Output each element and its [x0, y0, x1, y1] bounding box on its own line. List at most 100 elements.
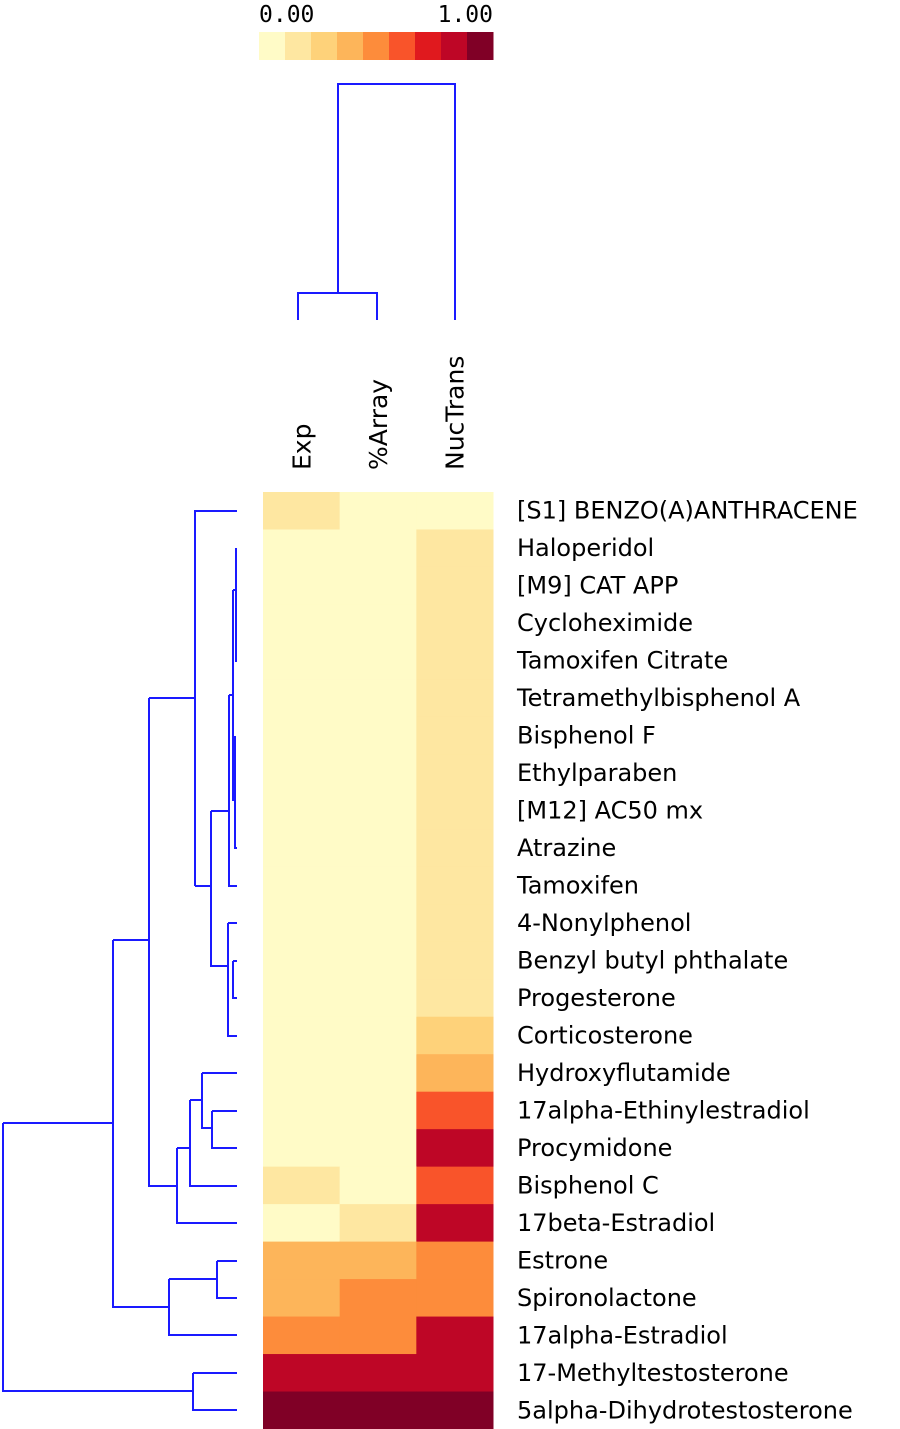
- heatmap-cell: [339, 1129, 417, 1168]
- heatmap-cell: [339, 1354, 417, 1393]
- scale-swatch: [441, 32, 468, 60]
- row-dendro-link: [232, 961, 237, 999]
- scale-swatch: [285, 32, 312, 60]
- color-scale-bar: [259, 32, 494, 60]
- heatmap-cell: [339, 754, 417, 793]
- heatmap-cell: [416, 754, 494, 793]
- col-dendro-link-exp-array: [297, 292, 378, 320]
- heatmap-grid: [263, 492, 494, 1429]
- heatmap-cell: [263, 1166, 341, 1205]
- heatmap-cell: [339, 904, 417, 943]
- row-dendro-link: [216, 1261, 237, 1299]
- row-dendro-link: [192, 1373, 237, 1411]
- scale-max-label: 1.00: [438, 2, 493, 28]
- scale-swatch: [311, 32, 338, 60]
- heatmap-cell: [339, 866, 417, 905]
- row-labels: [S1] BENZO(A)ANTHRACENE Haloperidol [M9] C…: [516, 497, 858, 1425]
- row-label: Atrazine: [517, 834, 616, 862]
- heatmap-cell: [339, 829, 417, 868]
- row-dendro-link: [235, 548, 237, 662]
- heatmap-cell: [416, 829, 494, 868]
- column-label: %Array: [364, 379, 393, 470]
- column-labels: Exp %Array NucTrans: [287, 356, 469, 470]
- scale-swatch: [363, 32, 390, 60]
- heatmap-cell: [416, 1166, 494, 1205]
- row-label: 4-Nonylphenol: [517, 909, 691, 937]
- row-dendro-link: [2, 1123, 193, 1392]
- row-label: 5alpha-Dihydrotestosterone: [517, 1396, 853, 1424]
- heatmap-cell: [416, 904, 494, 943]
- heatmap-cell: [339, 641, 417, 680]
- scale-swatch: [389, 32, 416, 60]
- heatmap-cell: [416, 791, 494, 830]
- row-label: Estrone: [517, 1246, 608, 1274]
- heatmap-cell: [339, 1166, 417, 1205]
- row-label: 17-Methyltestosterone: [517, 1359, 789, 1387]
- heatmap-cell: [339, 492, 417, 530]
- heatmap-cell: [416, 529, 494, 568]
- scale-min-label: 0.00: [259, 2, 314, 28]
- column-label: Exp: [287, 424, 316, 470]
- column-dendrogram: [297, 83, 456, 320]
- heatmap-cell: [339, 566, 417, 605]
- heatmap-cell: [263, 716, 341, 755]
- heatmap-cell: [339, 716, 417, 755]
- heatmap-cell: [263, 829, 341, 868]
- heatmap-cell: [339, 1091, 417, 1130]
- heatmap-cell: [263, 941, 341, 980]
- color-scale-legend: 0.00 1.00: [259, 2, 494, 60]
- heatmap-cell: [416, 1354, 494, 1393]
- heatmap-cell: [263, 754, 341, 793]
- row-label: Tamoxifen: [516, 872, 639, 900]
- heatmap-cell: [416, 1279, 494, 1318]
- heatmap-cell: [339, 941, 417, 980]
- heatmap-cell: [416, 716, 494, 755]
- row-dendro-link: [227, 923, 237, 1037]
- heatmap-cell: [263, 1354, 341, 1393]
- row-label: Ethylparaben: [517, 759, 677, 787]
- heatmap-cell: [263, 1016, 341, 1055]
- heatmap-cell: [263, 1091, 341, 1130]
- heatmap-cell: [339, 1316, 417, 1355]
- heatmap-cell: [416, 1054, 494, 1093]
- heatmap-cell: [339, 791, 417, 830]
- heatmap-cell: [416, 492, 494, 530]
- heatmap-cell: [339, 604, 417, 643]
- row-label: 17alpha-Estradiol: [517, 1321, 728, 1349]
- heatmap-cell: [339, 1204, 417, 1243]
- row-label: [M9] CAT APP: [517, 572, 678, 600]
- scale-swatch: [337, 32, 364, 60]
- heatmap-cell: [263, 1316, 341, 1355]
- heatmap-cell: [416, 1241, 494, 1280]
- heatmap-cell: [339, 979, 417, 1018]
- row-label: Benzyl butyl phthalate: [517, 947, 788, 975]
- heatmap-cell: [339, 1279, 417, 1318]
- heatmap-cell: [416, 1129, 494, 1168]
- heatmap-cell: [263, 1241, 341, 1280]
- heatmap-cell: [263, 904, 341, 943]
- heatmap-cell: [339, 1054, 417, 1093]
- row-label: Hydroxyflutamide: [517, 1059, 731, 1087]
- row-dendrogram: [2, 510, 237, 1411]
- row-label: Tamoxifen Citrate: [516, 647, 728, 675]
- heatmap-cell: [416, 1016, 494, 1055]
- heatmap-cell: [416, 866, 494, 905]
- heatmap-cell: [263, 1391, 341, 1429]
- row-label: Progesterone: [517, 984, 676, 1012]
- row-label: Bisphenol C: [517, 1171, 659, 1199]
- heatmap-cell: [263, 1129, 341, 1168]
- column-label: NucTrans: [441, 356, 470, 470]
- heatmap-cell: [339, 679, 417, 718]
- row-dendro-link: [176, 1148, 237, 1224]
- heatmap-cell: [263, 604, 341, 643]
- heatmap-cell: [416, 641, 494, 680]
- row-dendro-link: [234, 736, 237, 849]
- heatmap-cell: [263, 679, 341, 718]
- heatmap-cell: [263, 1204, 341, 1243]
- row-dendro-link: [228, 695, 237, 887]
- heatmap-cell: [339, 1016, 417, 1055]
- row-dendro-link: [201, 1073, 212, 1129]
- heatmap-cell: [416, 1204, 494, 1243]
- col-dendro-link-root: [337, 83, 456, 320]
- heatmap-cell: [263, 529, 341, 568]
